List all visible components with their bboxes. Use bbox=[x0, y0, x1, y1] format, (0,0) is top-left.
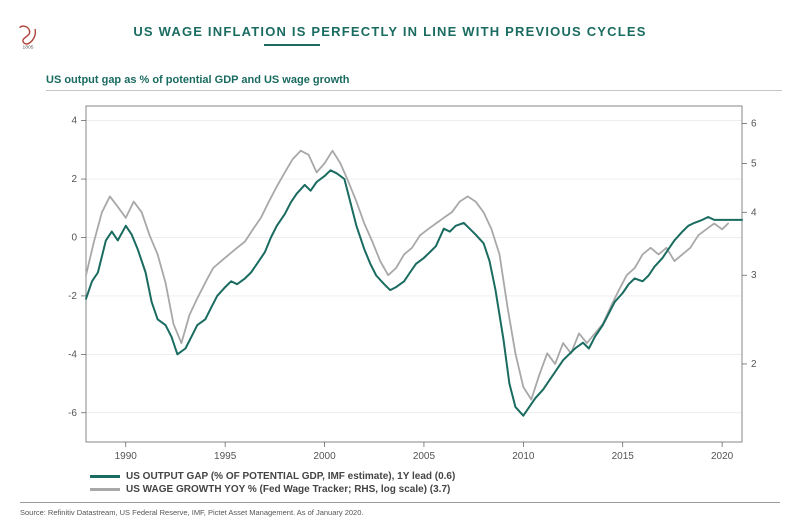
legend-swatch-2 bbox=[90, 488, 120, 491]
legend-item-1: US OUTPUT GAP (% OF POTENTIAL GDP, IMF e… bbox=[90, 470, 455, 483]
svg-text:3: 3 bbox=[751, 270, 757, 281]
legend: US OUTPUT GAP (% OF POTENTIAL GDP, IMF e… bbox=[90, 470, 455, 496]
svg-text:2: 2 bbox=[71, 174, 77, 185]
line-chart: 1990 1995 2000 2005 2010 2015 2020 -6 -4 -2 0 2 4 2 3 4… bbox=[46, 96, 782, 472]
chart-title: US WAGE INFLATION IS PERFECTLY IN LINE W… bbox=[0, 24, 780, 39]
svg-text:2020: 2020 bbox=[711, 451, 734, 462]
legend-swatch-1 bbox=[90, 475, 120, 478]
legend-label-1: US OUTPUT GAP (% OF POTENTIAL GDP, IMF e… bbox=[126, 471, 455, 482]
divider-bottom bbox=[20, 502, 780, 503]
svg-text:2005: 2005 bbox=[413, 451, 436, 462]
legend-label-2: US WAGE GROWTH YOY % (Fed Wage Tracker; … bbox=[126, 484, 450, 495]
svg-text:1990: 1990 bbox=[115, 451, 138, 462]
svg-text:6: 6 bbox=[751, 119, 757, 130]
svg-text:0: 0 bbox=[71, 232, 77, 243]
legend-item-2: US WAGE GROWTH YOY % (Fed Wage Tracker; … bbox=[90, 483, 455, 496]
svg-text:2015: 2015 bbox=[612, 451, 635, 462]
svg-text:4: 4 bbox=[71, 116, 77, 127]
svg-text:5: 5 bbox=[751, 158, 757, 169]
svg-text:-4: -4 bbox=[68, 349, 77, 360]
svg-text:2010: 2010 bbox=[512, 451, 535, 462]
svg-text:-6: -6 bbox=[68, 408, 77, 419]
chart-subtitle: US output gap as % of potential GDP and … bbox=[46, 74, 350, 86]
divider-top bbox=[46, 90, 782, 91]
svg-text:2: 2 bbox=[751, 359, 757, 370]
svg-text:1995: 1995 bbox=[214, 451, 237, 462]
title-underline bbox=[264, 44, 320, 46]
svg-text:2000: 2000 bbox=[313, 451, 336, 462]
svg-text:1805: 1805 bbox=[23, 45, 34, 50]
source-text: Source: Refinitiv Datastream, US Federal… bbox=[20, 508, 364, 517]
svg-text:-2: -2 bbox=[68, 291, 77, 302]
svg-text:4: 4 bbox=[751, 207, 757, 218]
